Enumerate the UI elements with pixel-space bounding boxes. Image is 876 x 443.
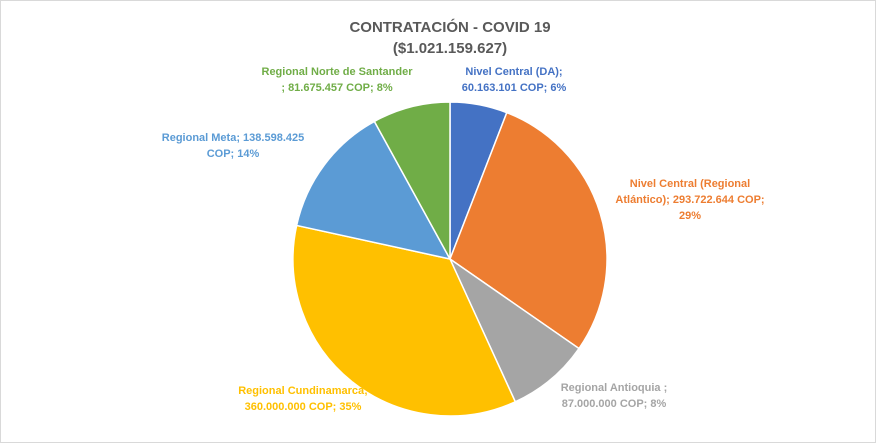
pie-slice: [448, 256, 581, 403]
data-label-line: 87.000.000 COP; 8%: [562, 398, 667, 410]
pie-slice: [292, 224, 517, 417]
data-label-line: Atlántico); 293.722.644 COP;: [615, 194, 764, 206]
data-label-line: COP; 14%: [207, 148, 260, 160]
data-label-line: 360.000.000 COP; 35%: [245, 401, 362, 413]
data-label-line: Regional Cundinamarca;: [238, 385, 368, 397]
data-label-line: Regional Antioquia ;: [561, 382, 668, 394]
data-label: Nivel Central (Regional Atlántico); 293.7…: [615, 178, 764, 222]
chart-title: CONTRATACIÓN - COVID 19: [349, 18, 550, 36]
chart-subtitle: ($1.021.159.627): [393, 40, 507, 57]
data-label-line: Regional Meta; 138.598.425: [162, 132, 304, 144]
data-label-line: 60.163.101 COP; 6%: [462, 82, 567, 94]
data-label: Regional Meta; 138.598.425 COP; 14%: [162, 132, 304, 160]
data-label-line: Regional Norte de Santander: [262, 66, 414, 78]
data-label: Regional Norte de Santander ; 81.675.457 …: [262, 66, 414, 94]
data-label-line: Nivel Central (Regional: [630, 178, 750, 190]
pie-slice: [295, 120, 452, 261]
data-label: Regional Antioquia ; 87.000.000 COP; 8%: [561, 382, 668, 410]
data-label-line: Nivel Central (DA);: [465, 66, 562, 78]
pie-slice: [373, 101, 451, 260]
data-label: Regional Cundinamarca; 360.000.000 COP; 3…: [238, 385, 368, 413]
data-label-line: ; 81.675.457 COP; 8%: [281, 82, 393, 94]
data-label-line: 29%: [679, 210, 701, 222]
pie-slice: [449, 111, 608, 350]
data-label: Nivel Central (DA); 60.163.101 COP; 6%: [462, 66, 567, 94]
